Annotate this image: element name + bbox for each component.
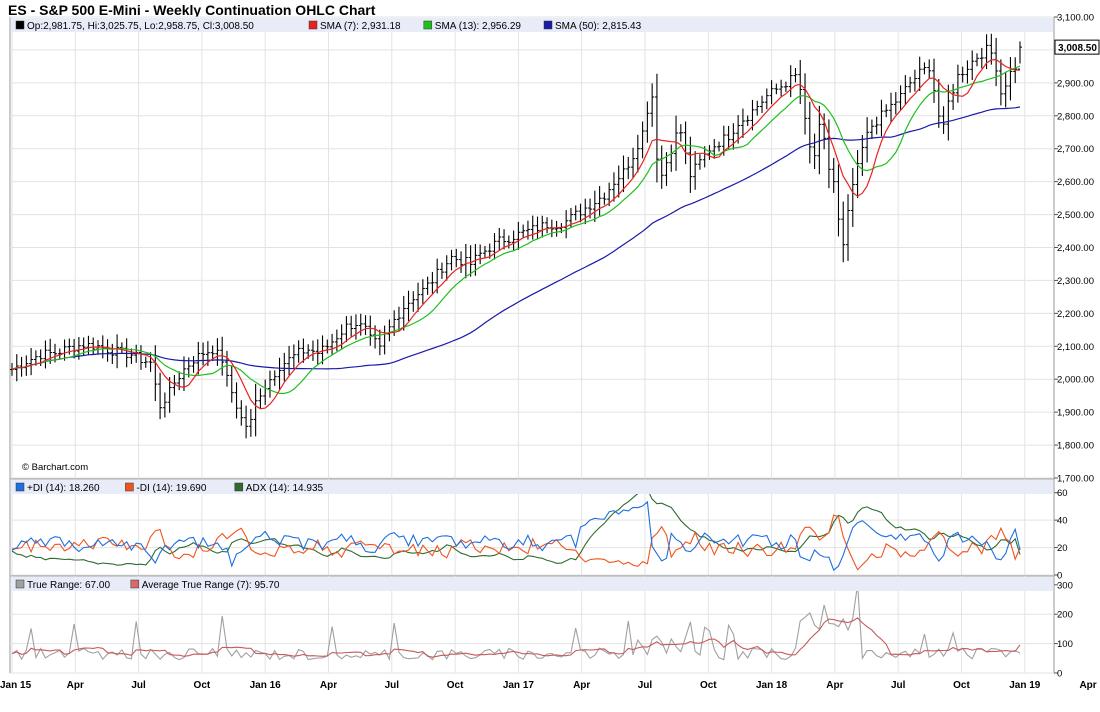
x-axis-label: Jan 17 — [503, 680, 535, 691]
tr-ytick-label: 0 — [1057, 669, 1062, 680]
price-legend-swatch — [543, 20, 553, 30]
dmi-legend-text: +DI (14): 18.260 — [27, 483, 100, 494]
x-axis-label: Apr — [573, 680, 590, 691]
x-axis-label: Oct — [700, 680, 717, 691]
price-ytick-label: 3,100.00 — [1057, 13, 1094, 24]
tr-legend-swatch — [130, 579, 140, 589]
tr-legend-bg — [11, 577, 1053, 591]
tr-legend-text: Average True Range (7): 95.70 — [142, 580, 280, 591]
x-axis-label: Apr — [320, 680, 337, 691]
dmi-legend-swatch — [125, 482, 134, 492]
x-axis-label: Jul — [385, 680, 400, 691]
dmi-ytick-label: 40 — [1057, 516, 1068, 527]
price-legend-text: SMA (50): 2,815.43 — [555, 21, 642, 32]
dmi-legend-text: -DI (14): 19.690 — [136, 483, 206, 494]
price-ytick-label: 2,900.00 — [1057, 78, 1094, 89]
tr-legend-text: True Range: 67.00 — [27, 580, 110, 591]
x-axis-label: Jan 16 — [250, 680, 282, 691]
price-ytick-label: 2,600.00 — [1057, 177, 1094, 188]
x-axis-label: Jul — [638, 680, 653, 691]
sma-13-line — [11, 65, 1021, 395]
dmi-legend-swatch — [15, 482, 25, 492]
price-ytick-label: 1,800.00 — [1057, 441, 1094, 452]
price-legend-text: SMA (13): 2,956.29 — [435, 21, 522, 32]
price-ytick-label: 2,800.00 — [1057, 111, 1094, 122]
true-range-line — [11, 584, 1021, 662]
sma-50-line — [11, 106, 1021, 370]
price-ytick-label: 2,300.00 — [1057, 276, 1094, 287]
minus-di-line — [11, 514, 1021, 571]
dmi-legend-bg — [11, 480, 1053, 494]
price-legend-swatch — [15, 20, 25, 30]
price-legend-text: Op:2,981.75, Hi:3,025.75, Lo:2,958.75, C… — [27, 21, 254, 32]
price-ytick-label: 1,900.00 — [1057, 408, 1094, 419]
price-ytick-label: 2,500.00 — [1057, 210, 1094, 221]
price-ytick-label: 1,700.00 — [1057, 474, 1094, 485]
price-legend-bg — [11, 18, 1053, 32]
dmi-legend-text: ADX (14): 14.935 — [246, 483, 324, 494]
average-true-range-line — [11, 617, 1021, 658]
price-legend-swatch — [423, 20, 433, 30]
x-axis-label: Jul — [891, 680, 906, 691]
x-axis-label: Oct — [194, 680, 211, 691]
dmi-ytick-label: 60 — [1057, 488, 1068, 499]
x-axis-label: Apr — [67, 680, 84, 691]
x-axis-label: Jan 18 — [756, 680, 788, 691]
tr-ytick-label: 100 — [1057, 639, 1073, 650]
dmi-ytick-label: 20 — [1057, 543, 1068, 554]
price-ytick-label: 2,200.00 — [1057, 309, 1094, 320]
dmi-frame — [9, 478, 1055, 576]
chart-title: ES - S&P 500 E-Mini - Weekly Continuatio… — [8, 2, 376, 18]
sma-7-line — [11, 58, 1021, 410]
barchart-watermark: © Barchart.com — [22, 462, 88, 473]
x-axis-label: Oct — [953, 680, 970, 691]
adx-line — [11, 488, 1021, 566]
tr-legend-swatch — [15, 579, 25, 589]
price-legend-text: SMA (7): 2,931.18 — [320, 21, 401, 32]
x-axis-label: Oct — [447, 680, 464, 691]
tr-ytick-label: 200 — [1057, 610, 1073, 621]
dmi-legend-swatch — [234, 482, 244, 492]
tr-ytick-label: 300 — [1057, 580, 1073, 591]
plus-di-line — [11, 500, 1021, 572]
price-ytick-label: 2,700.00 — [1057, 144, 1094, 155]
last-price-tag — [1054, 39, 1100, 55]
last-price-label: 3,008.50 — [1058, 43, 1097, 54]
price-legend-swatch — [308, 20, 318, 30]
x-axis-label: Jan 19 — [1009, 680, 1041, 691]
x-axis-label: Jan 15 — [0, 680, 32, 691]
price-ytick-label: 2,400.00 — [1057, 243, 1094, 254]
price-ytick-label: 2,000.00 — [1057, 375, 1094, 386]
x-axis-label: Jul — [131, 680, 146, 691]
price-ytick-label: 2,100.00 — [1057, 342, 1094, 353]
dmi-ytick-label: 0 — [1057, 571, 1062, 582]
x-axis-label: Apr — [1079, 680, 1096, 691]
x-axis-label: Apr — [826, 680, 843, 691]
